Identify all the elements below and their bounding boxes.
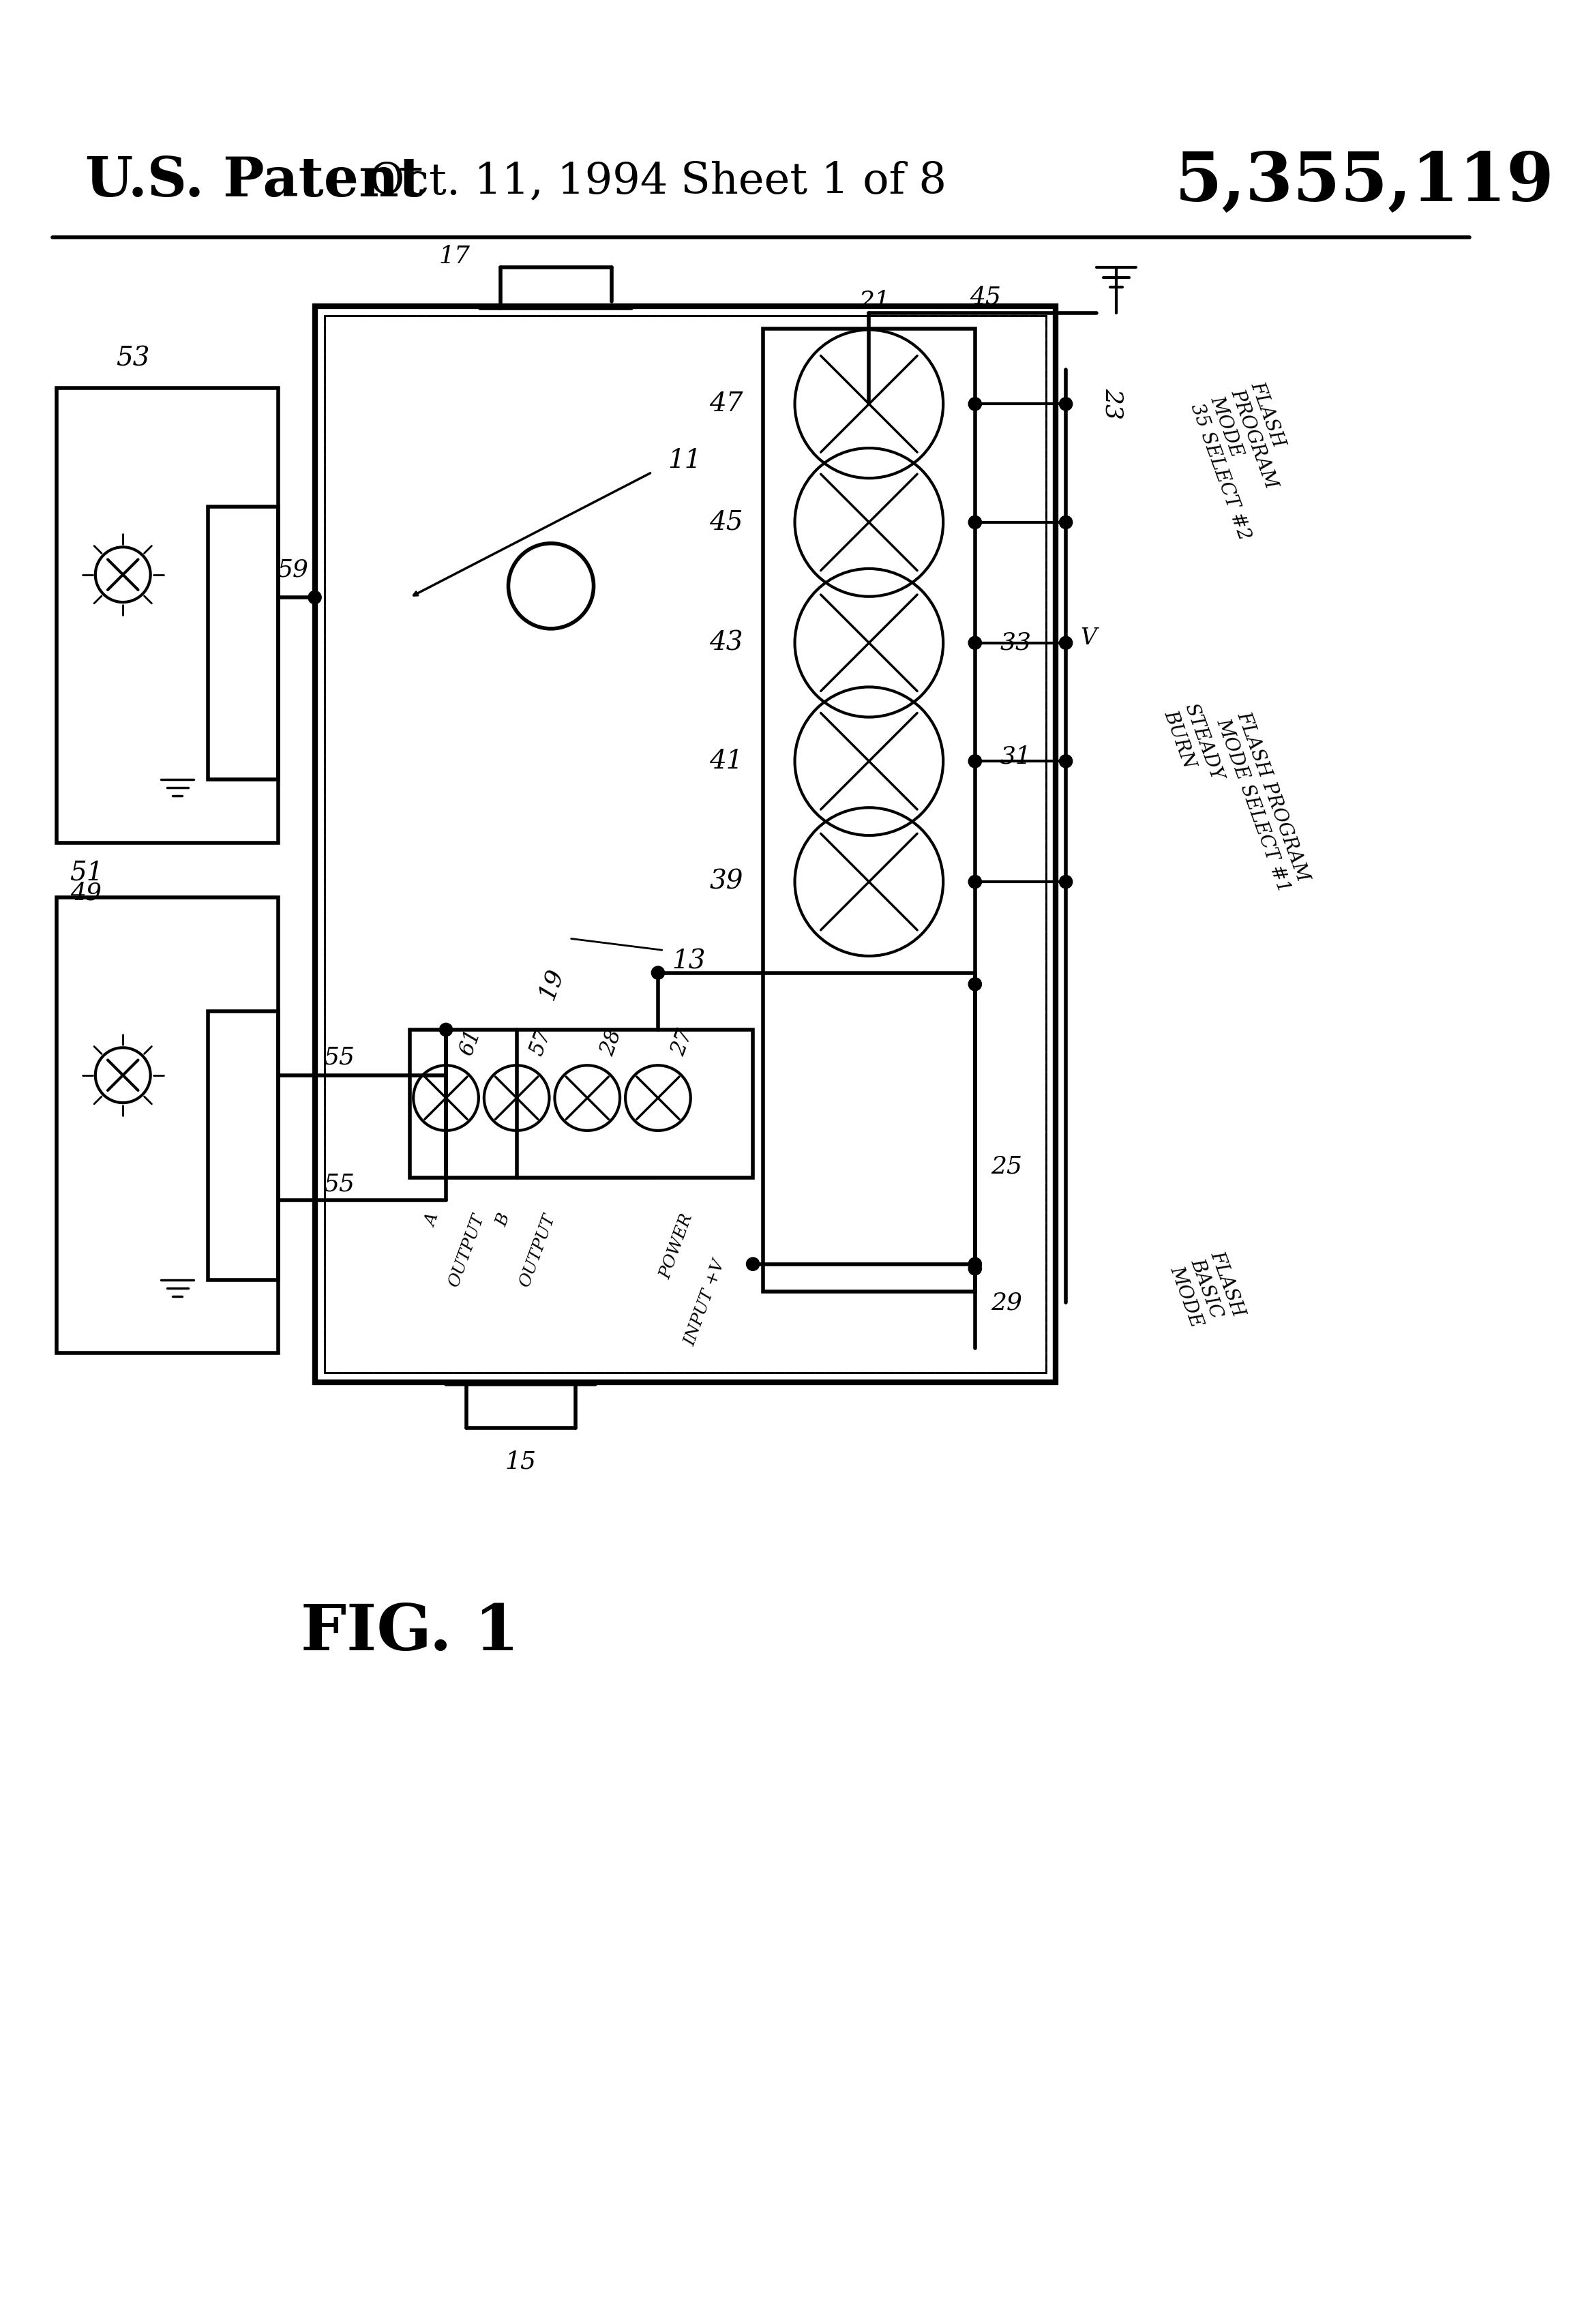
Circle shape (1060, 755, 1073, 767)
Text: INPUT +V: INPUT +V (682, 1257, 728, 1348)
Text: 47: 47 (710, 390, 744, 416)
Text: 28: 28 (596, 1027, 626, 1060)
Text: V: V (1081, 627, 1096, 648)
Text: 29: 29 (992, 1292, 1022, 1315)
Text: 57: 57 (527, 1027, 555, 1060)
Text: OUTPUT: OUTPUT (446, 1211, 487, 1290)
Bar (410, 1030, 753, 1178)
Text: STEADY
BURN: STEADY BURN (1161, 700, 1226, 790)
Text: 31: 31 (1000, 746, 1031, 769)
Circle shape (1060, 516, 1073, 530)
Text: 15: 15 (505, 1450, 536, 1473)
Circle shape (747, 1257, 759, 1271)
Text: FLASH PROGRAM
MODE SELECT #1: FLASH PROGRAM MODE SELECT #1 (1213, 709, 1313, 895)
Circle shape (652, 967, 664, 978)
Circle shape (968, 978, 981, 990)
Circle shape (1060, 637, 1073, 648)
Text: U.S. Patent: U.S. Patent (85, 156, 424, 209)
Text: OUTPUT: OUTPUT (517, 1211, 557, 1290)
Circle shape (968, 516, 981, 530)
Text: 27: 27 (668, 1027, 696, 1060)
Text: 55: 55 (323, 1174, 354, 1197)
Text: Oct. 11, 1994: Oct. 11, 1994 (369, 160, 668, 202)
Text: 13: 13 (672, 948, 706, 974)
Text: 19: 19 (535, 964, 568, 1004)
Text: 11: 11 (668, 449, 702, 474)
Text: A: A (424, 1211, 443, 1229)
Bar (763, 330, 975, 1292)
Text: 17: 17 (438, 244, 470, 267)
Circle shape (968, 755, 981, 767)
Text: Sheet 1 of 8: Sheet 1 of 8 (680, 160, 946, 202)
Circle shape (1060, 876, 1073, 888)
Text: 25: 25 (992, 1155, 1022, 1178)
Text: 51: 51 (70, 860, 103, 885)
Text: FLASH
BASIC
MODE: FLASH BASIC MODE (1168, 1248, 1248, 1334)
Text: 59: 59 (277, 558, 308, 581)
Text: 61: 61 (456, 1027, 484, 1060)
Text: 23: 23 (1101, 388, 1123, 421)
Circle shape (968, 1257, 981, 1271)
Text: 45: 45 (710, 509, 744, 535)
Text: 49: 49 (71, 881, 101, 904)
Text: 43: 43 (710, 630, 744, 655)
Circle shape (1060, 397, 1073, 411)
Circle shape (440, 1023, 452, 1037)
Bar (57, 897, 278, 1353)
Text: 41: 41 (710, 748, 744, 774)
Circle shape (968, 1262, 981, 1276)
Circle shape (968, 397, 981, 411)
Text: 45: 45 (970, 286, 1001, 309)
Text: 33: 33 (1000, 632, 1031, 655)
Circle shape (968, 637, 981, 648)
Text: B: B (494, 1211, 514, 1229)
Text: FIG. 1: FIG. 1 (301, 1601, 519, 1664)
Bar (324, 316, 1046, 1373)
Text: 53: 53 (115, 346, 150, 372)
Text: 39: 39 (710, 869, 744, 895)
Bar (207, 507, 278, 779)
Bar (57, 388, 278, 844)
Text: 55: 55 (323, 1046, 354, 1069)
Text: 5,355,119: 5,355,119 (1175, 149, 1555, 214)
Circle shape (308, 590, 321, 604)
Bar (315, 307, 1055, 1383)
Text: POWER: POWER (658, 1211, 696, 1281)
Text: FLASH
PROGRAM
MODE
35 SELECT #2: FLASH PROGRAM MODE 35 SELECT #2 (1186, 379, 1313, 544)
Bar (207, 1011, 278, 1281)
Text: 21: 21 (859, 290, 889, 314)
Bar (324, 316, 1046, 1373)
Circle shape (968, 876, 981, 888)
